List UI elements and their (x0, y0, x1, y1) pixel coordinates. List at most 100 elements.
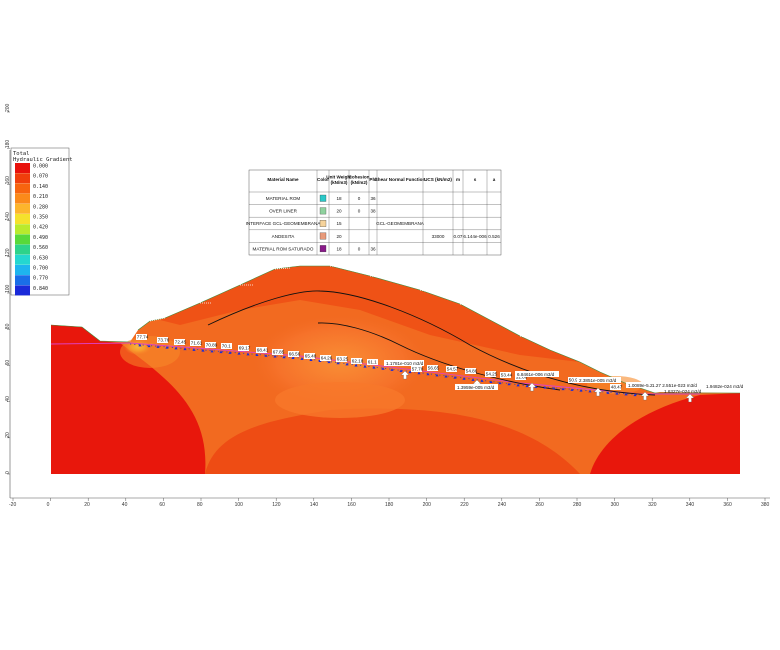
table-header: Color (317, 177, 329, 182)
material-color-swatch (319, 232, 327, 240)
x-tick-label: 300 (611, 502, 620, 508)
legend-value: 0.070 (33, 174, 48, 180)
svg-text:70.1: 70.1 (222, 344, 231, 349)
head-label: 63.25 (336, 356, 349, 362)
table-cell: MATERIAL ROM (266, 196, 301, 201)
table-header: m (456, 177, 460, 182)
material-color-swatch (319, 220, 327, 227)
crest-dots (149, 265, 536, 341)
table-header: Phi (369, 177, 376, 182)
foundation-central-blob (275, 382, 405, 418)
svg-text:56.65: 56.65 (428, 366, 440, 371)
table-cell: GCL-GEOMEMBRANA (376, 221, 425, 226)
svg-text:72.45: 72.45 (175, 340, 187, 345)
legend-swatch (15, 275, 30, 286)
flow-label-4: 2.3851e-005 m3/d (577, 377, 621, 383)
table-cell: 20 (336, 234, 342, 239)
flow-label-green-2: 1.9482e-024 m3/d (706, 384, 744, 389)
legend-swatch (15, 265, 30, 275)
svg-text:67.85: 67.85 (273, 350, 285, 355)
svg-text:54.86: 54.86 (466, 369, 478, 374)
svg-text:57.78: 57.78 (412, 367, 424, 372)
legend-swatch (15, 244, 30, 255)
x-tick-label: 340 (686, 502, 695, 508)
svg-text:1.3959e-005 m3/d: 1.3959e-005 m3/d (457, 385, 495, 390)
head-label: 67.85 (272, 349, 285, 355)
table-cell: 20 (336, 209, 342, 214)
x-tick-label: 140 (310, 502, 319, 508)
x-tick-label: 40 (122, 502, 128, 508)
x-tick-label: 260 (535, 502, 544, 508)
x-tick-label: 60 (159, 502, 165, 508)
table-cell: OVER LINER (269, 209, 298, 214)
legend-swatch (15, 193, 30, 204)
head-label: 54.25 (485, 371, 498, 377)
head-label: 65.48 (304, 353, 317, 359)
head-label: 50.98 (568, 377, 581, 383)
legend-value: 0.210 (33, 194, 48, 200)
svg-text:68.41: 68.41 (257, 348, 269, 353)
phreatic-line-upper (207, 290, 656, 396)
legend-value: 0.490 (33, 235, 48, 241)
material-color-swatch (319, 207, 327, 215)
x-tick-label: 380 (761, 502, 770, 508)
legend-swatch (15, 183, 30, 194)
head-label: 66.56 (288, 351, 301, 357)
head-label: 71.61 (190, 340, 203, 346)
table-header: Material Name (267, 177, 299, 182)
table-header: a (493, 177, 496, 182)
x-tick-label: 180 (385, 502, 394, 508)
x-tick-label: 160 (347, 502, 356, 508)
legend-title-2: Hydraulic Gradient (13, 157, 73, 163)
y-tick-label: 140 (5, 212, 11, 221)
table-cell: 36 (370, 196, 376, 201)
table-cell: 0 (358, 246, 361, 251)
y-tick-label: 100 (5, 284, 11, 293)
x-tick-label: 120 (272, 502, 281, 508)
flow-label-green-3: 1.6327e-024 m3/d (664, 389, 702, 394)
y-tick-label: 120 (5, 248, 11, 257)
table-header: UCS (kN/m2) (424, 177, 452, 182)
head-label: 72.45 (174, 339, 187, 345)
flow-label-2: 6.8461e-006 m3/d (515, 371, 559, 377)
head-label: 62.18 (351, 358, 364, 364)
head-label: 56.65 (427, 365, 440, 371)
head-label: 64.26 (320, 355, 333, 361)
svg-text:77.74: 77.74 (137, 335, 149, 340)
flow-label-1: 1.1781e-010 m3/d (384, 360, 424, 366)
head-label: 70.1 (221, 343, 232, 349)
flow-label-green-1: 1.27 2.551e-023 m3/d (652, 383, 697, 388)
model-body (50, 265, 740, 474)
head-label: 54.86 (465, 368, 478, 374)
y-tick-label: 200 (5, 103, 11, 112)
head-label: 77.74 (136, 334, 149, 340)
legend-value: 0.770 (33, 276, 48, 282)
svg-text:52.86: 52.86 (516, 375, 528, 380)
head-label: 70.89 (205, 342, 218, 348)
y-tick-label: 80 (5, 323, 11, 329)
head-label: 48.47 (610, 384, 623, 390)
legend-swatch (15, 173, 30, 184)
y-tick-label: 20 (5, 432, 11, 438)
head-label: 54.57 (446, 366, 459, 372)
toe-orange-zone (120, 336, 180, 368)
y-tick-label: 40 (5, 396, 11, 402)
legend-value: 0.350 (33, 215, 48, 221)
flux-arrows (400, 370, 695, 403)
legend-value: 0.000 (33, 164, 48, 170)
heap-upper (160, 266, 580, 362)
x-tick-label: 0 (47, 502, 50, 508)
x-tick-label: 20 (84, 502, 90, 508)
table-cell: INTERFACE GCL-GEOMEMBRANA (246, 221, 322, 226)
legend-value: 0.560 (33, 245, 48, 251)
legend-swatch (15, 203, 30, 214)
legend: Total Hydraulic Gradient 0.000 0.070 0.140… (10, 147, 73, 296)
legend-swatch (15, 254, 30, 265)
phreatic-line-lower (317, 322, 561, 391)
x-tick-label: 320 (648, 502, 657, 508)
head-labels: 77.74 73.76 72.45 71.61 70.89 70.1 69.17 68.41 6… (136, 334, 623, 390)
table-header: Shear Normal Function (375, 177, 426, 182)
svg-text:71.61: 71.61 (191, 341, 203, 346)
